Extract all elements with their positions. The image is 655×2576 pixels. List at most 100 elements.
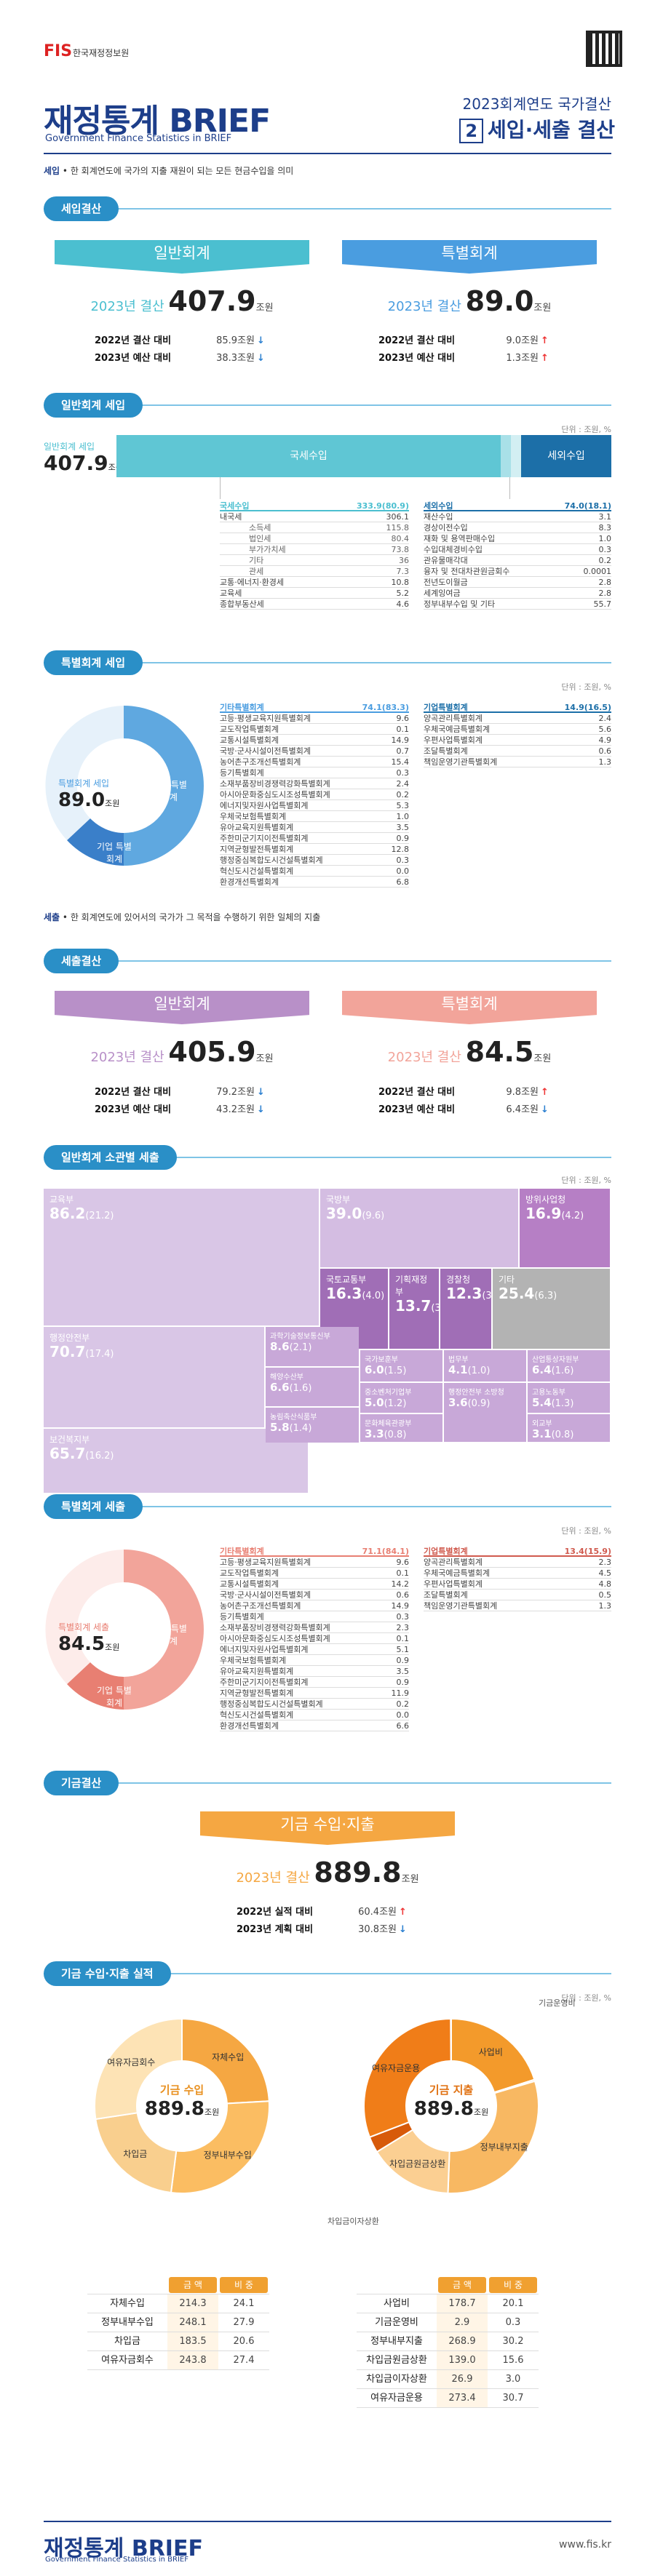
brand-title: 재정통계 BRIEF [44,103,271,140]
slice-other-label: 기타 특별회계 [152,780,187,802]
section-line [44,1157,611,1158]
table-row: 융자 및 전대차관원금회수 0.0001 [424,567,611,577]
table-row: 여유자금회수 243.8 27.4 [87,2351,269,2370]
spec-rev-center-label: 특별회계 세입 [58,778,110,789]
table-row: 행정중심복합도시건설특별회계 0.2 [220,1699,409,1710]
table-row: 아시아문화중심도시조성특별회계 0.2 [220,790,409,800]
spec-rev-banner: 특별회계 [342,240,597,274]
table-row: 행정중심복합도시건설특별회계 0.3 [220,856,409,866]
section-gen-exp: 일반회계 소관별 세출 [44,1145,177,1170]
treemap-cell: 기타 25.4(6.3) [493,1269,610,1349]
table-row: 기타 36 [220,555,409,566]
bar-segment [511,435,521,477]
treemap-cell: 농림축산식품부 5.8(1.4) [266,1408,359,1443]
section-rev-result: 세입결산 [44,196,119,221]
slice-corp [67,1662,124,1710]
table-row: 정부내부수입 및 기타 55.7 [424,599,611,610]
income-slice [170,2100,270,2194]
gen-rev-total: 2023년 결산 407.9조원 [90,285,274,317]
treemap-cell: 고용노동부 5.4(1.3) [528,1383,610,1413]
unit-label: 단위 : 조원, % [561,682,611,692]
section-line [44,1506,611,1507]
table-row: 차입금 183.5 20.6 [87,2332,269,2351]
table-row: 책임운영기관특별회계 1.3 [424,1601,611,1611]
table-row: 우체국예금특별회계 5.6 [424,725,611,735]
treemap-cell: 행정안전부 소방청 3.6(0.9) [444,1383,526,1442]
spec-rev-donut [45,706,204,866]
table-row: 자체수입 214.3 24.1 [87,2294,269,2313]
table-row: 세계잉여금 2.8 [424,589,611,599]
slice-corp [67,818,124,866]
section-line [44,1782,611,1784]
gen-rev-value: 407.9조원 [44,451,123,475]
table-row: 경상이전수입 8.3 [424,523,611,533]
table-row: 조달특별회계 0.6 [424,746,611,757]
income-slice-label: 자체수입 [212,2052,244,2062]
slice-bg [45,706,124,840]
table-row: 지역균형발전특별회계 11.9 [220,1688,409,1699]
treemap-cell: 방위사업청 16.9(4.2) [520,1189,610,1267]
bar-non-tax: 세외수입 [521,435,611,477]
table-row: 혁신도시건설특별회계 0.0 [220,1710,409,1720]
fund-banner: 기금 수입·지출 [200,1811,455,1845]
issue-number: 2 [459,119,484,143]
spec-exp-center-value: 84.5조원 [58,1633,120,1655]
connector [509,477,510,499]
footer-brand: 재정통계 BRIEF [44,2536,203,2561]
table-row: 사업비 178.7 20.1 [357,2294,539,2313]
table-row: 교통시설특별회계 14.9 [220,735,409,746]
treemap-cell: 해양수산부 6.6(1.6) [266,1368,359,1406]
section-spec-exp: 특별회계 세출 [44,1494,143,1519]
slice-other [124,1550,204,1710]
section-gen-rev: 일반회계 세입 [44,393,143,418]
treemap-cell: 산업통상자원부 6.4(1.6) [528,1350,610,1381]
unit-label: 단위 : 조원, % [561,1526,611,1536]
income-slice-label: 정부내부수입 [204,2150,252,2160]
treemap-cell: 행정안전부 70.7(17.4) [44,1327,264,1427]
income-slice [181,2017,270,2105]
footer-url[interactable]: www.fis.kr [559,2539,611,2551]
gen-exp-compare: 2022년 결산 대비 79.2조원 ↓ 2023년 예산 대비 43.2조원 ↓ [95,1087,265,1115]
treemap-cell: 법무부 4.1(1.0) [444,1350,526,1381]
gen-exp-total: 2023년 결산 405.9조원 [90,1036,274,1068]
spend-slice-label: 정부내부지출 [480,2142,528,2152]
section-exp-result: 세출결산 [44,949,119,973]
treemap-cell: 중소벤처기업부 5.0(1.2) [360,1383,442,1413]
spec-exp-total: 2023년 결산 84.5조원 [387,1036,552,1068]
spec-exp-corp-table: 기업특별회계 13.4(15.9) 양곡관리특별회계 2.3 우체국예금특별회계 4.5… [424,1547,611,1611]
slice-bg [45,1550,124,1684]
table-row: 환경개선특별회계 6.8 [220,877,409,888]
spend-slice-label: 사업비 [479,2047,503,2057]
spec-exp-banner: 특별회계 [342,991,597,1024]
section-line [44,404,611,406]
org-name: 한국재정정보원 [73,48,130,58]
footer-divider [44,2521,611,2522]
spec-exp-compare: 2022년 결산 대비 9.8조원 ↑ 2023년 예산 대비 6.4조원 ↓ [378,1087,549,1115]
header-divider [44,153,611,154]
section-line [44,960,611,962]
spec-exp-other-table: 기타특별회계 71.1(84.1) 고등·평생교육지원특별회계 9.6 교도작업특별회… [220,1547,409,1731]
unit-label: 단위 : 조원, % [561,1993,611,2003]
spec-rev-total: 2023년 결산 89.0조원 [387,285,552,317]
section-line [44,208,611,210]
spec-rev-corp-table: 기업특별회계 14.9(16.5) 양곡관리특별회계 2.4 우체국예금특별회계 5.6… [424,703,611,767]
national-tax-table: 국세수입 333.9(80.9) 내국세 306.1 소득세 115.8 법인세 80.4 부… [220,501,409,610]
table-row: 조달특별회계 0.5 [424,1590,611,1600]
treemap-cell: 국방부 39.0(9.6) [320,1189,518,1267]
table-row: 재산수입 3.1 [424,512,611,522]
expense-definition: 세출 • 한 회계연도에 있어서의 국가가 그 목적을 수행하기 위한 일체의 … [44,912,321,922]
treemap-cell: 외교부 3.1(0.8) [528,1414,610,1442]
table-row: 농어촌구조개선특별회계 14.9 [220,1601,409,1611]
bar-segment [501,435,511,477]
footer-brand-sub: Government Finance Statistics in BRIEF [45,2556,188,2564]
income-slice [94,2017,183,2121]
table-row: 재화 및 용역판매수입 1.0 [424,534,611,544]
spend-slice [363,2017,452,2139]
gen-rev-label: 일반회계 세입 [44,442,95,452]
table-row: 국방·군사시설이전특별회계 0.6 [220,1590,409,1600]
table-row: 교육세 5.2 [220,589,409,599]
